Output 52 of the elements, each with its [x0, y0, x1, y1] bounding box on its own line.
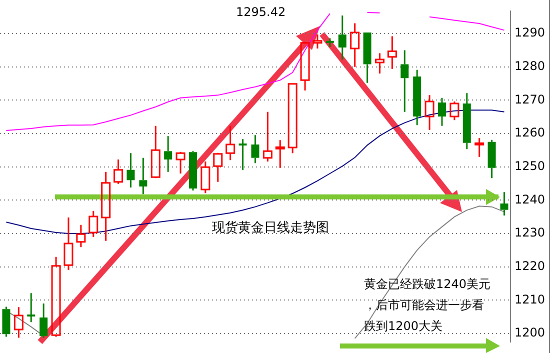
candlestick — [150, 125, 160, 179]
y-tick-label: 1250 — [514, 158, 546, 173]
candlestick — [176, 151, 186, 174]
candlestick — [413, 69, 422, 126]
candlestick — [488, 139, 496, 179]
candlestick — [474, 137, 484, 158]
y-tick-label: 1210 — [514, 292, 546, 306]
candlestick — [88, 210, 98, 238]
y-tick-label: 1270 — [514, 92, 546, 106]
candlestick — [312, 34, 322, 50]
candlestick — [275, 139, 285, 169]
candlestick — [238, 138, 247, 171]
annotation: 黄金已经跌破1240美元，后市可能会进一步看跌到1200大关 — [364, 277, 491, 334]
candlestick — [126, 152, 135, 188]
annotation: 1295.42 — [236, 5, 286, 20]
candlestick — [387, 35, 397, 70]
candlestick — [300, 41, 310, 92]
text: 现货黄金日线走势图 — [212, 220, 329, 236]
candlestick — [251, 134, 260, 164]
candlestick — [114, 158, 124, 185]
y-tick-label: 1280 — [514, 58, 546, 73]
candlestick — [326, 37, 334, 48]
candlestick — [462, 92, 471, 150]
candlestick — [27, 292, 36, 323]
candlestick — [200, 160, 210, 194]
candlestick — [40, 302, 48, 339]
candlestick — [2, 306, 10, 338]
y-tick-label: 1200 — [514, 326, 546, 340]
y-tick-label: 1220 — [514, 258, 546, 273]
candlestick — [76, 224, 86, 248]
candlestick — [188, 150, 197, 192]
candlestick — [226, 125, 236, 161]
y-tick-label: 1230 — [514, 226, 546, 240]
candlestick — [262, 111, 272, 162]
candlestick — [14, 306, 24, 339]
candlestick — [139, 157, 148, 195]
candlestick — [500, 191, 508, 216]
candlestick — [101, 171, 111, 242]
candlestick — [400, 49, 409, 113]
candlestick — [374, 52, 384, 74]
candlestick — [164, 135, 172, 173]
candlestick — [64, 216, 74, 271]
y-tick-label: 1240 — [514, 192, 546, 206]
candlestick — [51, 256, 61, 338]
y-tick-label: 1260 — [514, 126, 546, 140]
candlestick — [350, 22, 360, 68]
y-tick-label: 1290 — [514, 26, 546, 40]
candlestick — [438, 97, 446, 127]
candlestick — [338, 14, 346, 60]
candlestick — [213, 152, 223, 183]
candlestick — [424, 94, 434, 131]
candlestick — [363, 32, 372, 84]
